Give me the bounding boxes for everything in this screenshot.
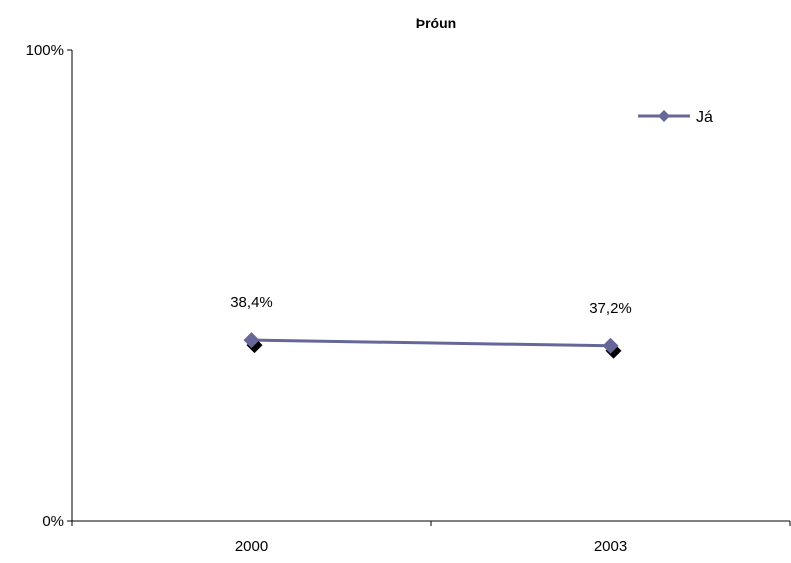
legend: Já — [638, 109, 713, 126]
series-layer: 38,4% 37,2% — [230, 294, 632, 359]
legend-label: Já — [696, 109, 713, 126]
axes: 0% 100% 2000 2003 — [26, 42, 791, 555]
data-label: 38,4% — [230, 294, 273, 311]
y-tick-label: 0% — [42, 513, 64, 530]
data-point — [243, 332, 260, 349]
series-line — [251, 338, 611, 348]
chart-title: Þróun — [416, 15, 456, 31]
data-label: 37,2% — [589, 300, 632, 317]
x-tick-label: 2000 — [235, 538, 268, 555]
data-point — [602, 337, 619, 354]
legend-marker — [658, 110, 670, 122]
x-tick-label: 2003 — [594, 538, 627, 555]
y-tick-label: 100% — [26, 42, 64, 59]
